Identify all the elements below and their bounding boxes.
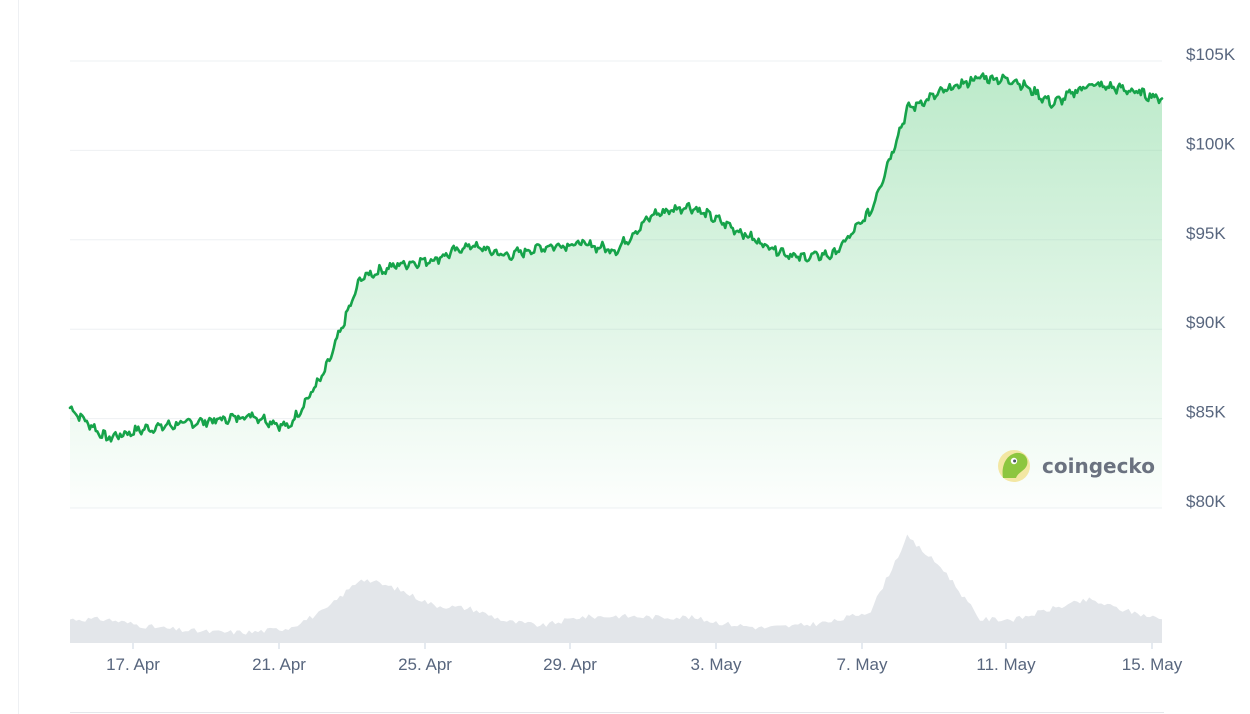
gecko-logo-icon <box>998 450 1030 482</box>
left-border <box>18 0 19 714</box>
x-tick-label: 21. Apr <box>252 655 306 674</box>
y-tick-label: $100K <box>1186 134 1236 153</box>
y-tick-label: $80K <box>1186 492 1226 511</box>
x-tick-label: 11. May <box>976 655 1036 674</box>
y-tick-label: $95K <box>1186 224 1226 243</box>
x-tick-label: 25. Apr <box>398 655 452 674</box>
price-series-line <box>68 72 1164 443</box>
y-axis: $105K $100K $95K $90K $85K $80K <box>1186 45 1236 511</box>
watermark-text: coingecko <box>1042 454 1155 478</box>
y-tick-label: $105K <box>1186 45 1236 64</box>
volume-series-area <box>70 534 1162 643</box>
y-tick-label: $90K <box>1186 313 1226 332</box>
x-tick-label: 3. May <box>690 655 742 674</box>
x-tick-label: 7. May <box>836 655 888 674</box>
x-axis: 17. Apr 21. Apr 25. Apr 29. Apr 3. May 7. May… <box>106 643 1183 674</box>
x-tick-label: 17. Apr <box>106 655 160 674</box>
volume-area <box>70 534 1162 643</box>
coingecko-watermark: coingecko <box>998 450 1155 482</box>
y-tick-label: $85K <box>1186 403 1226 422</box>
x-tick-label: 15. May <box>1122 655 1183 674</box>
x-tick-label: 29. Apr <box>543 655 597 674</box>
price-area <box>70 73 1162 508</box>
price-area-fill <box>70 73 1162 508</box>
bottom-border <box>70 712 1164 713</box>
price-line <box>68 72 1164 443</box>
